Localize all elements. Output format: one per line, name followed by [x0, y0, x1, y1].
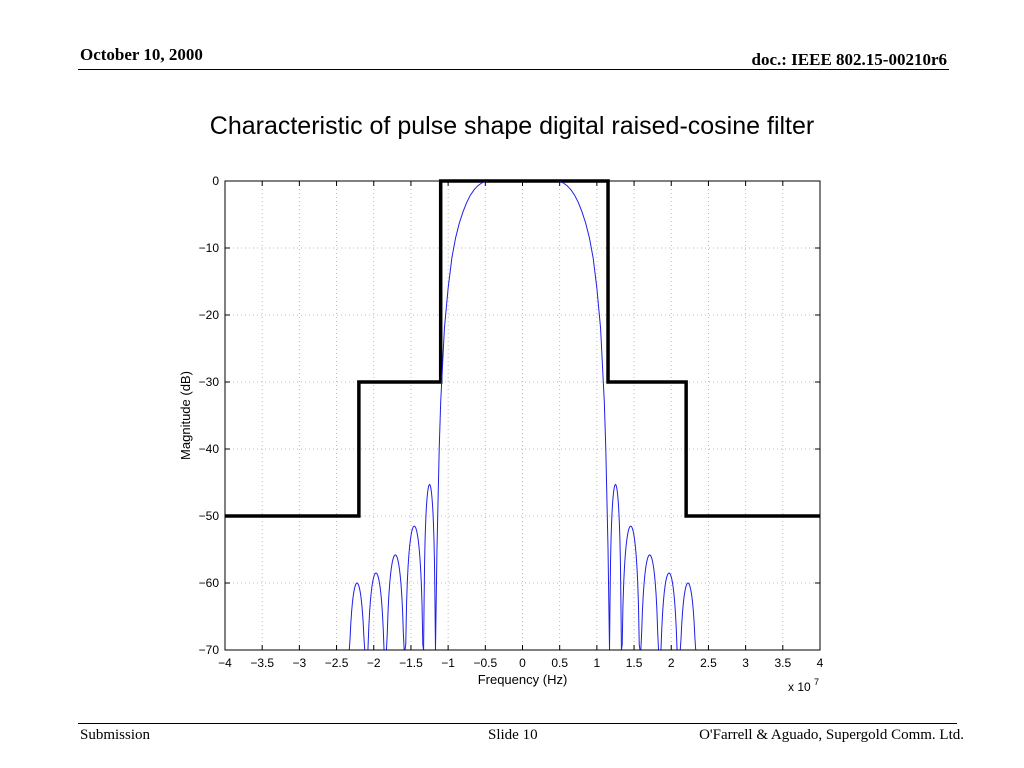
x-axis-multiplier-base: x 10 — [788, 680, 811, 694]
x-axis-multiplier-exponent: 7 — [814, 677, 819, 687]
filter-response-sidelobe — [385, 554, 405, 650]
x-tick-label: −1 — [441, 656, 455, 670]
plot-frame — [224, 180, 821, 651]
x-tick-label: −2.5 — [325, 656, 349, 670]
filter-response-sidelobe — [404, 525, 425, 650]
header-date: October 10, 2000 — [80, 45, 203, 64]
y-tick-label: −30 — [199, 375, 220, 389]
x-tick-label: −1.5 — [399, 656, 423, 670]
footer-slide-number: Slide 10 — [488, 727, 538, 743]
slide-title: Characteristic of pulse shape digital ra… — [209, 112, 815, 140]
filter-response-sidelobe — [609, 483, 622, 650]
x-tick-label: 1.5 — [626, 656, 643, 670]
y-tick-label: −40 — [199, 442, 220, 456]
footer-authors: O'Farrell & Aguado, Supergold Comm. Ltd. — [699, 727, 964, 743]
filter-response-sidelobe — [366, 572, 386, 650]
y-axis-label: Magnitude (dB) — [178, 371, 193, 460]
x-tick-label: 3 — [742, 656, 749, 670]
filter-response-main-lobe — [434, 180, 611, 650]
x-tick-label: −4 — [218, 656, 232, 670]
y-tick-label: −20 — [199, 308, 220, 322]
x-axis-multiplier: x 10 7 — [788, 677, 819, 694]
x-tick-label: 1 — [594, 656, 601, 670]
y-tick-label: 0 — [212, 174, 219, 188]
x-tick-label: 2 — [668, 656, 675, 670]
header-doc-id: doc.: IEEE 802.15-00210r6 — [751, 50, 948, 69]
grid — [224, 180, 821, 651]
filter-response-sidelobe — [423, 483, 436, 650]
footer-left: Submission — [80, 727, 151, 743]
x-tick-label: 0 — [519, 656, 526, 670]
y-tick-label: −70 — [199, 643, 220, 657]
filter-response-sidelobe — [678, 582, 698, 650]
ticks: −4 −3.5 −3 −2.5 −2 −1.5 −1 −0.5 0 0.5 1 1.5 2 2.5 3 3.5… — [199, 174, 824, 670]
x-tick-label: 4 — [817, 656, 824, 670]
x-tick-label: 0.5 — [551, 656, 568, 670]
x-tick-label: 3.5 — [774, 656, 791, 670]
x-tick-label: −3 — [293, 656, 307, 670]
y-tick-label: −50 — [199, 509, 220, 523]
filter-response-sidelobe — [659, 572, 679, 650]
header-divider — [78, 69, 949, 70]
y-tick-label: −10 — [199, 241, 220, 255]
x-tick-label: −3.5 — [250, 656, 274, 670]
filter-response-sidelobe — [640, 554, 660, 650]
x-tick-label: 2.5 — [700, 656, 717, 670]
filter-response-sidelobe — [347, 582, 367, 650]
footer-divider — [78, 723, 957, 724]
x-tick-label: −0.5 — [473, 656, 497, 670]
y-tick-label: −60 — [199, 576, 220, 590]
x-tick-label: −2 — [367, 656, 381, 670]
filter-response-sidelobe — [620, 525, 641, 650]
series-layer — [225, 179, 820, 650]
x-axis-label: Frequency (Hz) — [478, 672, 568, 687]
